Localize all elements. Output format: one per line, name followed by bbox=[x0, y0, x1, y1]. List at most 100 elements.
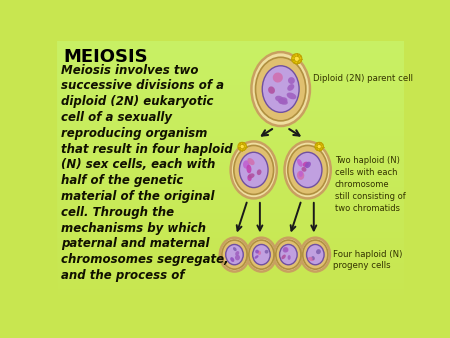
Bar bbox=[58, 286, 404, 287]
Bar bbox=[58, 284, 404, 285]
Bar bbox=[58, 262, 404, 263]
Bar bbox=[58, 79, 404, 80]
Bar bbox=[58, 272, 404, 273]
Text: material of the original: material of the original bbox=[61, 190, 215, 203]
Bar bbox=[58, 160, 404, 161]
Bar bbox=[58, 107, 404, 108]
Bar bbox=[58, 44, 404, 45]
Bar bbox=[58, 101, 404, 102]
Bar bbox=[58, 110, 404, 111]
Ellipse shape bbox=[283, 247, 288, 252]
Ellipse shape bbox=[302, 167, 306, 172]
Bar bbox=[58, 84, 404, 85]
Bar bbox=[58, 168, 404, 169]
Bar bbox=[58, 216, 404, 217]
Bar bbox=[58, 43, 404, 44]
Bar bbox=[58, 63, 404, 64]
Bar bbox=[58, 271, 404, 272]
Bar bbox=[58, 58, 404, 59]
Bar bbox=[58, 131, 404, 132]
Bar bbox=[58, 87, 404, 88]
Bar bbox=[58, 142, 404, 143]
Ellipse shape bbox=[308, 257, 313, 261]
Ellipse shape bbox=[301, 238, 330, 271]
Bar bbox=[58, 215, 404, 216]
Bar bbox=[58, 111, 404, 112]
Bar bbox=[58, 196, 404, 197]
Bar bbox=[58, 81, 404, 82]
Bar bbox=[58, 51, 404, 52]
Bar bbox=[58, 267, 404, 268]
Ellipse shape bbox=[249, 240, 274, 269]
Bar bbox=[58, 290, 404, 291]
Bar bbox=[58, 287, 404, 288]
Bar bbox=[58, 259, 404, 260]
Text: mechanisms by which: mechanisms by which bbox=[61, 221, 206, 235]
Bar bbox=[58, 103, 404, 104]
Text: Diploid (2N) parent cell: Diploid (2N) parent cell bbox=[313, 74, 413, 83]
Bar bbox=[58, 136, 404, 137]
Bar bbox=[58, 250, 404, 251]
Bar bbox=[58, 266, 404, 267]
Ellipse shape bbox=[306, 244, 324, 265]
Bar bbox=[58, 129, 404, 130]
Ellipse shape bbox=[299, 171, 303, 177]
Circle shape bbox=[240, 144, 244, 149]
Bar bbox=[58, 122, 404, 123]
Bar bbox=[58, 246, 404, 247]
Bar bbox=[58, 283, 404, 284]
Bar bbox=[58, 145, 404, 146]
Bar bbox=[58, 41, 404, 42]
Bar bbox=[58, 134, 404, 135]
Bar bbox=[58, 243, 404, 244]
Bar bbox=[58, 109, 404, 110]
Bar bbox=[58, 192, 404, 193]
Bar bbox=[58, 116, 404, 117]
Bar bbox=[58, 221, 404, 222]
Bar bbox=[58, 133, 404, 134]
Bar bbox=[58, 153, 404, 154]
Bar bbox=[58, 118, 404, 119]
Ellipse shape bbox=[278, 97, 288, 104]
Bar bbox=[58, 265, 404, 266]
Bar bbox=[58, 130, 404, 131]
Bar bbox=[58, 288, 404, 289]
Bar bbox=[58, 176, 404, 177]
Bar bbox=[58, 82, 404, 83]
Ellipse shape bbox=[234, 145, 274, 194]
Bar bbox=[58, 299, 404, 300]
Bar bbox=[58, 227, 404, 228]
Ellipse shape bbox=[265, 250, 269, 254]
Bar bbox=[58, 206, 404, 207]
Bar bbox=[58, 172, 404, 173]
Bar bbox=[58, 166, 404, 167]
Bar bbox=[58, 65, 404, 66]
Bar bbox=[58, 195, 404, 196]
Bar bbox=[58, 117, 404, 118]
Bar bbox=[58, 202, 404, 203]
Bar bbox=[58, 151, 404, 152]
Circle shape bbox=[317, 144, 321, 149]
Bar bbox=[58, 281, 404, 282]
Bar bbox=[58, 135, 404, 136]
Text: chromosomes segregate,: chromosomes segregate, bbox=[61, 253, 229, 266]
Bar bbox=[58, 104, 404, 105]
Bar bbox=[58, 263, 404, 264]
Bar bbox=[58, 148, 404, 149]
Bar bbox=[58, 183, 404, 184]
Bar bbox=[58, 120, 404, 121]
Bar bbox=[58, 114, 404, 115]
Bar bbox=[58, 190, 404, 191]
Ellipse shape bbox=[247, 165, 252, 173]
Bar bbox=[58, 208, 404, 209]
Text: MEIOSIS: MEIOSIS bbox=[63, 48, 148, 66]
Bar bbox=[58, 229, 404, 230]
Bar bbox=[58, 237, 404, 238]
Ellipse shape bbox=[248, 175, 252, 181]
Bar bbox=[58, 213, 404, 214]
Bar bbox=[58, 239, 404, 240]
Bar bbox=[58, 185, 404, 186]
Bar bbox=[58, 150, 404, 151]
Bar bbox=[58, 277, 404, 278]
Bar bbox=[58, 207, 404, 208]
